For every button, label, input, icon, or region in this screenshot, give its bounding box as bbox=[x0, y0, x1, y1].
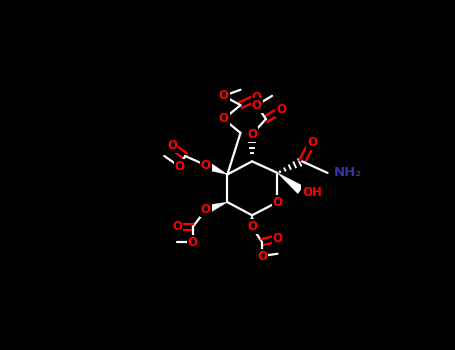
Text: O: O bbox=[172, 220, 182, 233]
Text: O: O bbox=[175, 160, 185, 173]
Polygon shape bbox=[248, 215, 257, 227]
Text: O: O bbox=[167, 139, 177, 153]
Polygon shape bbox=[204, 202, 228, 214]
Text: O: O bbox=[201, 203, 211, 216]
Text: O: O bbox=[257, 250, 267, 262]
Text: O: O bbox=[276, 103, 286, 116]
Text: O: O bbox=[252, 91, 262, 104]
Text: O: O bbox=[252, 99, 262, 112]
Polygon shape bbox=[278, 173, 303, 194]
Text: O: O bbox=[201, 159, 211, 172]
Text: NH₂: NH₂ bbox=[334, 166, 362, 180]
Text: O: O bbox=[247, 128, 257, 141]
Text: O: O bbox=[273, 232, 283, 245]
Text: O: O bbox=[247, 220, 257, 233]
Text: O: O bbox=[218, 112, 228, 126]
Text: OH: OH bbox=[302, 187, 322, 199]
Polygon shape bbox=[204, 161, 228, 174]
Text: O: O bbox=[188, 236, 198, 249]
Text: O: O bbox=[218, 89, 228, 103]
Text: O: O bbox=[273, 196, 283, 209]
Text: O: O bbox=[307, 135, 317, 149]
